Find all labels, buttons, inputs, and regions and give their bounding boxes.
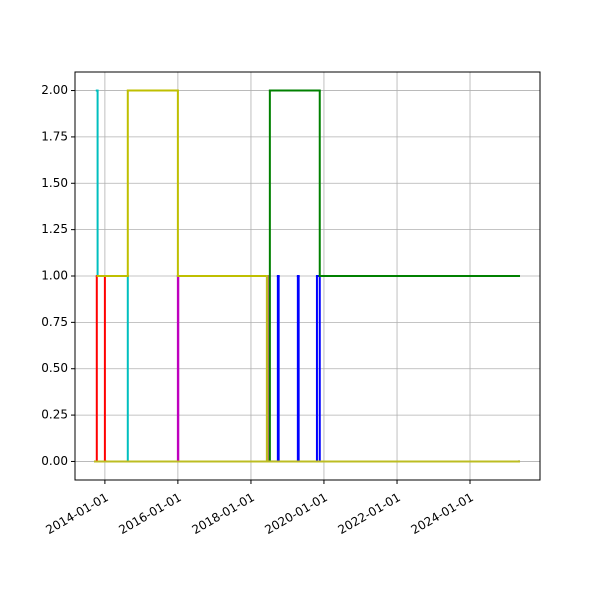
y-tick-label: 0.00 [41,454,68,468]
plot-frame [74,71,541,481]
y-tick-label: 0.50 [41,361,68,375]
y-tick-label: 1.25 [41,222,68,236]
y-tick-label: 0.25 [41,408,68,422]
y-tick-label: 0.75 [41,315,68,329]
y-tick-label: 2.00 [41,83,68,97]
series [93,275,521,463]
y-tick-label: 1.00 [41,269,68,283]
y-tick-label: 1.50 [41,176,68,190]
y-tick-label: 1.75 [41,129,68,143]
series [266,89,521,463]
